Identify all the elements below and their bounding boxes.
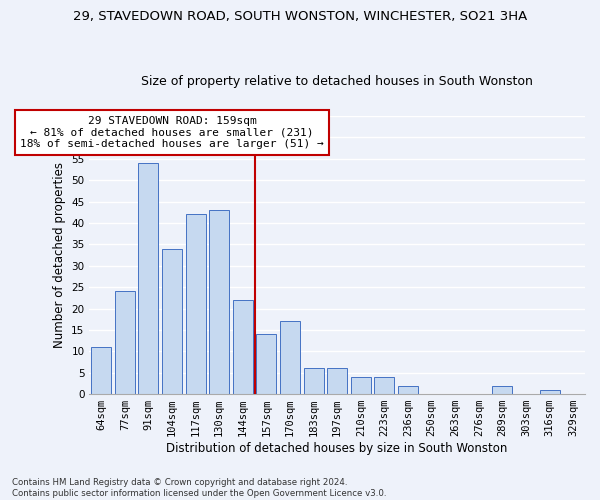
- Y-axis label: Number of detached properties: Number of detached properties: [53, 162, 66, 348]
- Bar: [209, 210, 229, 394]
- Bar: [139, 163, 158, 394]
- Bar: [115, 292, 135, 394]
- Bar: [539, 390, 560, 394]
- Text: 29 STAVEDOWN ROAD: 159sqm
← 81% of detached houses are smaller (231)
18% of semi: 29 STAVEDOWN ROAD: 159sqm ← 81% of detac…: [20, 116, 324, 150]
- Bar: [256, 334, 277, 394]
- Bar: [280, 322, 300, 394]
- Bar: [493, 386, 512, 394]
- Text: 29, STAVEDOWN ROAD, SOUTH WONSTON, WINCHESTER, SO21 3HA: 29, STAVEDOWN ROAD, SOUTH WONSTON, WINCH…: [73, 10, 527, 23]
- Title: Size of property relative to detached houses in South Wonston: Size of property relative to detached ho…: [141, 76, 533, 88]
- Bar: [185, 214, 206, 394]
- Bar: [398, 386, 418, 394]
- Bar: [304, 368, 323, 394]
- Bar: [374, 377, 394, 394]
- Bar: [233, 300, 253, 394]
- Bar: [91, 347, 111, 394]
- X-axis label: Distribution of detached houses by size in South Wonston: Distribution of detached houses by size …: [167, 442, 508, 455]
- Bar: [327, 368, 347, 394]
- Text: Contains HM Land Registry data © Crown copyright and database right 2024.
Contai: Contains HM Land Registry data © Crown c…: [12, 478, 386, 498]
- Bar: [351, 377, 371, 394]
- Bar: [162, 248, 182, 394]
